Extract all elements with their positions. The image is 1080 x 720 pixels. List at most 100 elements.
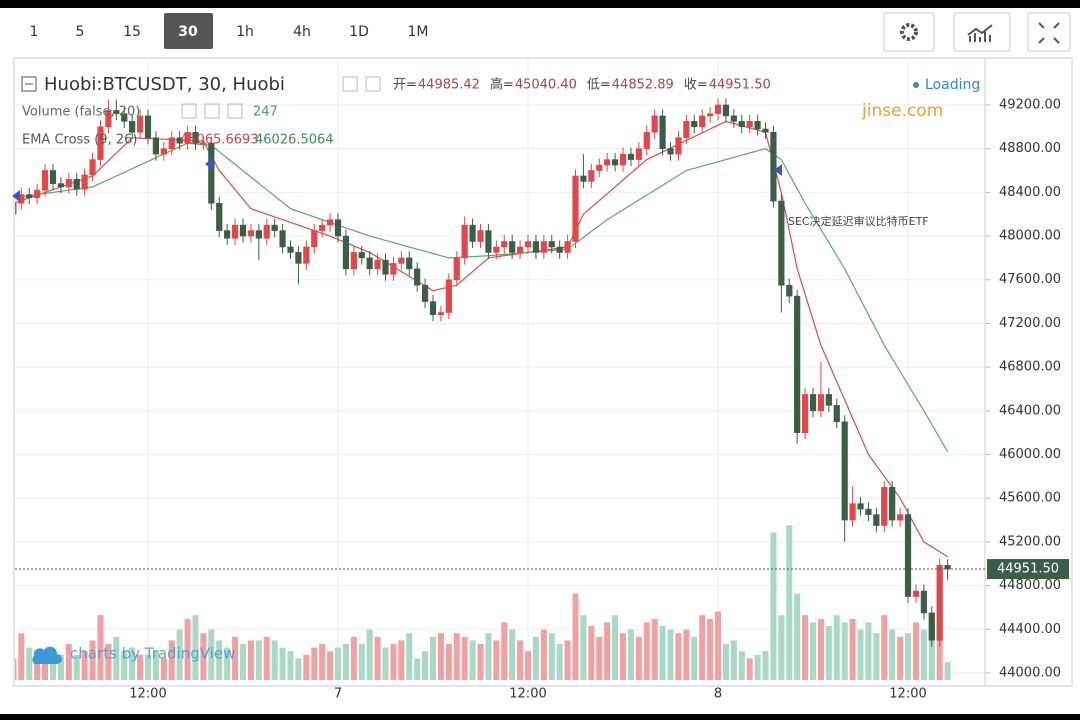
candle-body xyxy=(904,514,912,597)
volume-bar xyxy=(65,644,72,680)
candle-body xyxy=(469,224,476,242)
candle-body xyxy=(548,241,555,248)
candle-body xyxy=(762,128,769,133)
candle-body xyxy=(113,110,120,115)
indicator-option[interactable] xyxy=(181,103,197,119)
volume-bar xyxy=(810,622,817,680)
volume-bar xyxy=(912,622,919,680)
candle-body xyxy=(437,312,445,315)
candle-body xyxy=(15,202,17,215)
candle-body xyxy=(825,394,832,406)
volume-bar xyxy=(192,615,199,680)
indicator-option[interactable] xyxy=(204,103,220,119)
volume-bar xyxy=(691,636,698,680)
volume-bar xyxy=(936,636,943,680)
volume-bar xyxy=(817,618,824,680)
y-tick-label: 46800.00 xyxy=(999,360,1061,375)
y-tick-label: 48400.00 xyxy=(999,185,1061,200)
app: 1 5 15 30 1h 4h 1D 1M Huobi:BTCUSDT, 30, Huobi … xyxy=(0,8,1080,714)
candle-body xyxy=(580,175,587,182)
candle-body xyxy=(485,230,492,253)
candle-body xyxy=(279,230,286,248)
candle-body xyxy=(897,514,904,521)
candle-body xyxy=(754,121,761,130)
candle-body xyxy=(516,246,524,253)
interval-button[interactable]: 5 xyxy=(76,24,85,40)
volume-bar xyxy=(208,629,215,680)
volume-bar xyxy=(57,654,64,680)
candle-body xyxy=(192,131,199,144)
volume-bar xyxy=(105,644,112,680)
candle-body xyxy=(382,259,389,275)
volume-bar xyxy=(390,644,397,680)
candle-body xyxy=(746,121,753,128)
volume-bar xyxy=(596,636,603,680)
y-tick-label: 46400.00 xyxy=(999,403,1061,418)
signal-marker xyxy=(205,158,213,170)
signal-marker xyxy=(774,164,782,176)
interval-button[interactable]: 1 xyxy=(30,24,39,40)
candle-body xyxy=(627,153,635,160)
volume-bar xyxy=(295,658,302,680)
volume-bar xyxy=(675,633,682,680)
candle-body xyxy=(445,279,452,313)
interval-button[interactable]: 1h xyxy=(236,24,254,40)
volume-bar xyxy=(350,636,357,680)
volume-bar xyxy=(255,640,262,680)
volume-bar xyxy=(437,633,444,680)
volume-bar xyxy=(358,644,365,680)
volume-bar xyxy=(540,629,547,680)
ema-fast-value: 45065.6693 xyxy=(180,133,259,148)
volume-bar xyxy=(707,618,714,680)
volume-bar xyxy=(493,640,500,680)
candle-body xyxy=(255,230,262,239)
candle-body xyxy=(651,115,658,133)
y-tick-label: 47200.00 xyxy=(999,316,1061,331)
candle-body xyxy=(659,115,666,149)
volume-bar xyxy=(659,626,666,680)
interval-button[interactable]: 1D xyxy=(349,24,369,40)
candle-body xyxy=(366,257,373,270)
interval-button[interactable]: 15 xyxy=(123,24,141,40)
volume-bar xyxy=(137,654,144,680)
candle-body xyxy=(374,259,381,270)
candle-body xyxy=(231,224,239,239)
volume-bar xyxy=(699,615,706,680)
collapse-icon[interactable] xyxy=(21,76,37,92)
candle-body xyxy=(619,153,627,166)
y-tick-label: 45600.00 xyxy=(999,491,1061,506)
candle-body xyxy=(809,394,817,412)
indicator-option[interactable] xyxy=(227,103,243,119)
volume-bar xyxy=(398,640,405,680)
settings-button[interactable] xyxy=(883,12,935,52)
symbol-option[interactable] xyxy=(365,76,381,92)
volume-bar xyxy=(97,615,104,680)
volume-label: Volume (false, 20) xyxy=(22,105,140,120)
volume-bar xyxy=(279,647,286,680)
candle-body xyxy=(540,241,547,253)
candle-body xyxy=(200,142,207,145)
volume-bar xyxy=(667,629,674,680)
volume-bar xyxy=(327,651,334,680)
volume-bar xyxy=(200,633,207,680)
candle-body xyxy=(453,257,460,281)
symbol-option[interactable] xyxy=(342,76,358,92)
candle-body xyxy=(722,104,730,117)
candle-body xyxy=(817,394,825,412)
interval-button[interactable]: 1M xyxy=(408,24,429,40)
candle-body xyxy=(572,175,579,242)
candle-body xyxy=(176,137,183,144)
interval-button[interactable]: 30 xyxy=(178,24,198,40)
candle-body xyxy=(928,612,935,641)
volume-bar xyxy=(715,611,722,680)
x-tick-label: 12:00 xyxy=(889,687,926,702)
interval-button[interactable]: 4h xyxy=(293,24,311,40)
candle-body xyxy=(168,137,175,149)
candle-body xyxy=(239,224,247,237)
tradingview-logo xyxy=(32,646,62,664)
fullscreen-button[interactable] xyxy=(1027,12,1071,52)
candle-body xyxy=(295,252,302,264)
branding: charts by TradingView xyxy=(70,645,235,663)
candle-body xyxy=(41,170,49,191)
candle-body xyxy=(524,241,532,248)
